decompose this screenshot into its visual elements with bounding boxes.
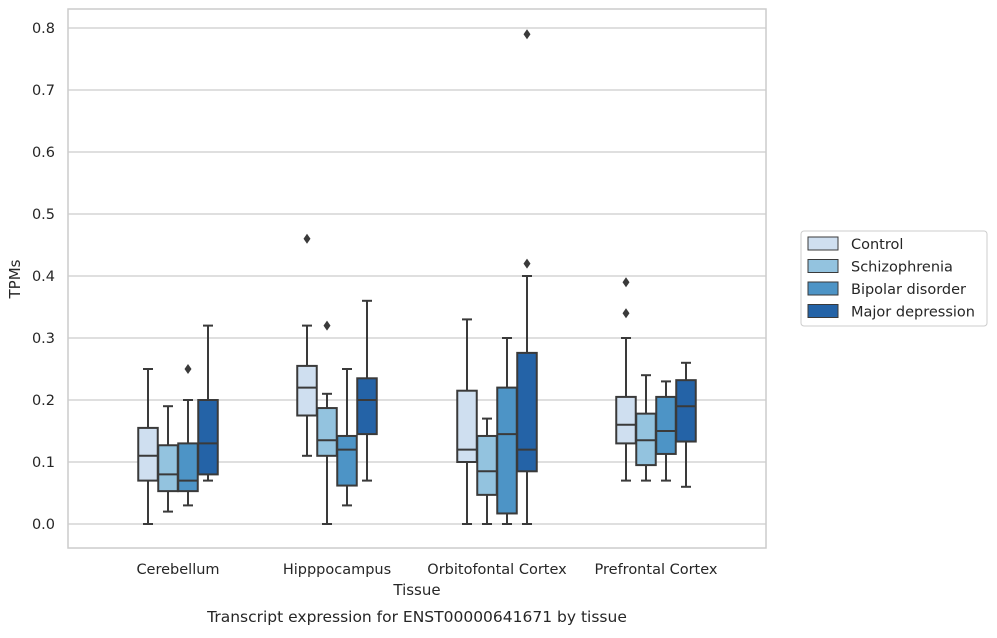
box-iqr — [675, 379, 697, 443]
y-tick-labels: 0.0 0.1 0.2 0.3 0.4 0.5 0.6 0.7 0.8 — [32, 21, 55, 533]
box — [476, 417, 498, 525]
series-major-depression — [197, 29, 697, 525]
box — [516, 29, 538, 525]
box — [336, 368, 358, 507]
box-series — [137, 29, 697, 525]
box — [177, 364, 199, 507]
series-control — [137, 233, 637, 525]
y-tick-label: 0.0 — [32, 517, 55, 533]
outlier-point — [303, 233, 311, 244]
y-tick-label: 0.5 — [32, 207, 55, 223]
outlier-point — [622, 308, 630, 319]
box — [456, 318, 478, 525]
y-tick-label: 0.2 — [32, 393, 55, 409]
box-iqr — [356, 377, 378, 436]
legend-swatch — [807, 236, 839, 251]
legend-item: Control — [807, 236, 903, 253]
x-tick-label: Hipppocampus — [283, 562, 391, 578]
box — [316, 320, 338, 525]
legend-swatch — [807, 259, 839, 273]
y-tick-label: 0.6 — [32, 145, 55, 161]
outlier-point — [523, 29, 531, 40]
box-iqr — [197, 399, 219, 476]
box — [356, 299, 378, 482]
box — [296, 233, 318, 457]
box-iqr — [157, 444, 179, 493]
y-tick-label: 0.1 — [32, 455, 55, 471]
x-tick-label: Orbitofontal Cortex — [427, 562, 567, 578]
legend-frame — [800, 230, 988, 327]
legend-label: Bipolar disorder — [851, 282, 966, 298]
box — [137, 368, 159, 525]
legend-label: Major depression — [851, 305, 975, 321]
box-iqr — [456, 389, 478, 464]
outlier-point — [523, 258, 531, 269]
legend: Control Schizophrenia Bipolar disorder Majo… — [800, 230, 988, 327]
y-tick-label: 0.7 — [32, 83, 55, 99]
legend-swatch — [807, 304, 839, 318]
box-iqr — [655, 395, 677, 455]
outlier-point — [323, 320, 331, 331]
box-iqr — [496, 386, 518, 515]
box — [675, 361, 697, 488]
x-tick-labels: Cerebellum Hipppocampus Orbitofontal Corte… — [136, 562, 717, 578]
box — [197, 324, 219, 482]
y-tick-label: 0.4 — [32, 269, 55, 285]
box — [635, 374, 657, 482]
legend-swatch — [807, 281, 839, 296]
series-bipolar-disorder — [177, 337, 677, 525]
figure-caption: Transcript expression for ENST0000064167… — [206, 608, 627, 626]
box-iqr — [336, 434, 358, 487]
box-iqr — [476, 434, 498, 496]
legend-item: Major depression — [807, 304, 975, 321]
box-iqr — [516, 351, 538, 473]
legend-label: Control — [851, 237, 903, 253]
outlier-point — [622, 277, 630, 288]
x-tick-label: Cerebellum — [136, 562, 219, 578]
legend-item: Schizophrenia — [807, 259, 953, 276]
box-iqr — [137, 426, 159, 482]
box — [655, 380, 677, 482]
y-tick-label: 0.3 — [32, 331, 55, 347]
box-iqr — [316, 407, 338, 457]
box-iqr — [615, 395, 637, 445]
plot-frame — [67, 8, 767, 549]
outlier-point — [184, 364, 192, 374]
box — [496, 337, 518, 525]
legend-label: Schizophrenia — [851, 260, 953, 276]
x-tick-label: Prefrontal Cortex — [595, 562, 718, 578]
legend-item: Bipolar disorder — [807, 281, 966, 298]
box-iqr — [296, 364, 318, 417]
series-schizophrenia — [157, 320, 657, 525]
box-iqr — [177, 442, 199, 493]
y-axis-label: TPMs — [6, 259, 24, 299]
y-tick-label: 0.8 — [32, 21, 55, 37]
x-axis-label: Tissue — [392, 581, 440, 599]
box — [615, 277, 637, 482]
box — [157, 405, 179, 513]
